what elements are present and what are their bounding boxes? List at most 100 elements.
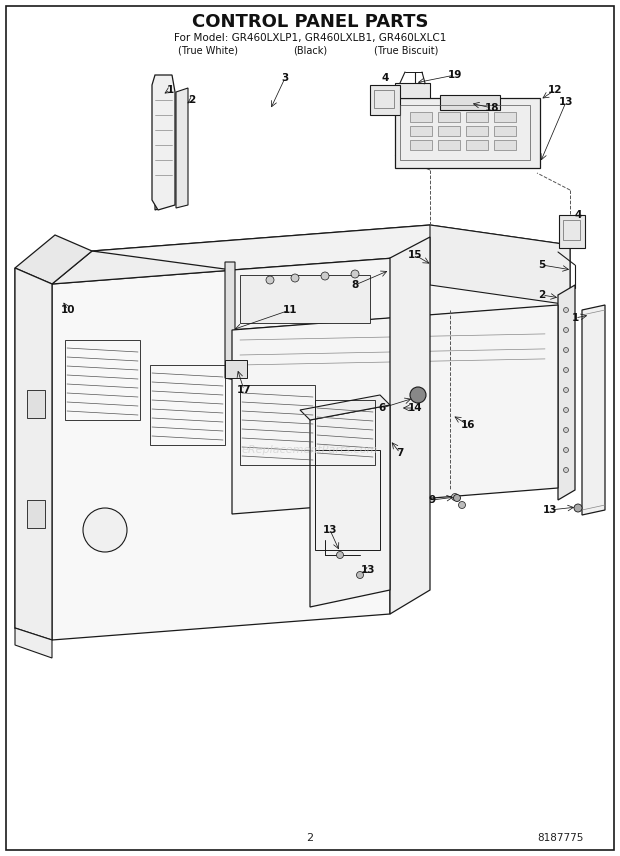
Circle shape xyxy=(574,504,582,512)
Bar xyxy=(315,450,380,550)
Text: (True White): (True White) xyxy=(178,45,237,55)
Text: CONTROL PANEL PARTS: CONTROL PANEL PARTS xyxy=(192,13,428,31)
Circle shape xyxy=(291,274,299,282)
Bar xyxy=(150,365,225,445)
Bar xyxy=(410,126,432,136)
Bar xyxy=(563,220,580,240)
Text: 13: 13 xyxy=(542,505,557,515)
Polygon shape xyxy=(232,305,558,514)
Text: 13: 13 xyxy=(323,525,337,535)
Polygon shape xyxy=(430,225,570,305)
Text: 6: 6 xyxy=(378,403,386,413)
Circle shape xyxy=(564,427,569,432)
Text: 2: 2 xyxy=(306,833,314,843)
Text: For Model: GR460LXLP1, GR460LXLB1, GR460LXLC1: For Model: GR460LXLP1, GR460LXLB1, GR460… xyxy=(174,33,446,43)
Polygon shape xyxy=(582,305,605,515)
Bar xyxy=(410,112,432,122)
Bar xyxy=(494,126,516,136)
Text: 14: 14 xyxy=(408,403,422,413)
Bar xyxy=(494,112,516,122)
Text: 1: 1 xyxy=(572,313,578,323)
Polygon shape xyxy=(232,245,570,330)
Polygon shape xyxy=(15,235,92,284)
Circle shape xyxy=(564,388,569,393)
Polygon shape xyxy=(395,98,540,168)
Polygon shape xyxy=(390,237,430,614)
Text: 12: 12 xyxy=(547,85,562,95)
Polygon shape xyxy=(15,628,52,658)
Polygon shape xyxy=(370,85,400,115)
Bar xyxy=(438,112,460,122)
Polygon shape xyxy=(52,225,430,284)
Text: 17: 17 xyxy=(237,385,251,395)
Text: 13: 13 xyxy=(559,97,574,107)
Polygon shape xyxy=(155,92,170,210)
Circle shape xyxy=(564,348,569,353)
Text: 13: 13 xyxy=(361,565,375,575)
Text: eReplacementParts.com: eReplacementParts.com xyxy=(242,445,378,455)
Bar xyxy=(27,500,45,528)
Circle shape xyxy=(266,276,274,284)
Bar xyxy=(466,140,488,150)
Bar xyxy=(374,90,394,108)
Bar xyxy=(494,140,516,150)
Bar xyxy=(466,126,488,136)
Polygon shape xyxy=(559,215,585,248)
Circle shape xyxy=(410,387,426,403)
Bar xyxy=(315,400,375,465)
Bar xyxy=(438,126,460,136)
Circle shape xyxy=(453,495,461,502)
Text: 8187775: 8187775 xyxy=(537,833,583,843)
Text: 16: 16 xyxy=(461,420,476,430)
Text: 1: 1 xyxy=(166,85,174,95)
Circle shape xyxy=(459,502,466,508)
Bar xyxy=(466,112,488,122)
Text: 19: 19 xyxy=(448,70,462,80)
Bar xyxy=(438,140,460,150)
Circle shape xyxy=(451,494,459,501)
Text: (True Biscuit): (True Biscuit) xyxy=(374,45,438,55)
Polygon shape xyxy=(558,285,575,500)
Text: 4: 4 xyxy=(381,73,389,83)
Circle shape xyxy=(356,572,363,579)
Polygon shape xyxy=(300,395,390,420)
Polygon shape xyxy=(395,83,430,98)
Circle shape xyxy=(351,270,359,278)
Text: 7: 7 xyxy=(396,448,404,458)
Text: 2: 2 xyxy=(538,290,546,300)
Bar xyxy=(400,105,530,160)
Bar xyxy=(240,275,370,323)
Text: 2: 2 xyxy=(188,95,196,105)
Circle shape xyxy=(564,448,569,453)
Polygon shape xyxy=(52,258,390,640)
Circle shape xyxy=(564,467,569,473)
Text: 15: 15 xyxy=(408,250,422,260)
Circle shape xyxy=(321,272,329,280)
Polygon shape xyxy=(225,262,235,380)
Bar xyxy=(410,140,432,150)
Bar xyxy=(27,390,45,418)
Circle shape xyxy=(564,367,569,372)
Circle shape xyxy=(564,307,569,312)
Polygon shape xyxy=(15,268,52,640)
Bar xyxy=(65,340,140,420)
Bar xyxy=(240,385,315,465)
Bar xyxy=(225,360,247,378)
Circle shape xyxy=(564,407,569,413)
Text: 8: 8 xyxy=(352,280,358,290)
Circle shape xyxy=(337,551,343,558)
Polygon shape xyxy=(15,268,52,640)
Text: 18: 18 xyxy=(485,103,499,113)
Circle shape xyxy=(564,328,569,332)
Polygon shape xyxy=(176,88,188,208)
Text: 4: 4 xyxy=(574,210,582,220)
Polygon shape xyxy=(152,75,175,210)
Polygon shape xyxy=(440,95,500,110)
Text: 3: 3 xyxy=(281,73,289,83)
Text: 5: 5 xyxy=(538,260,546,270)
Text: (Black): (Black) xyxy=(293,45,327,55)
Polygon shape xyxy=(92,225,570,270)
Text: 9: 9 xyxy=(428,495,436,505)
Text: 11: 11 xyxy=(283,305,297,315)
Circle shape xyxy=(83,508,127,552)
